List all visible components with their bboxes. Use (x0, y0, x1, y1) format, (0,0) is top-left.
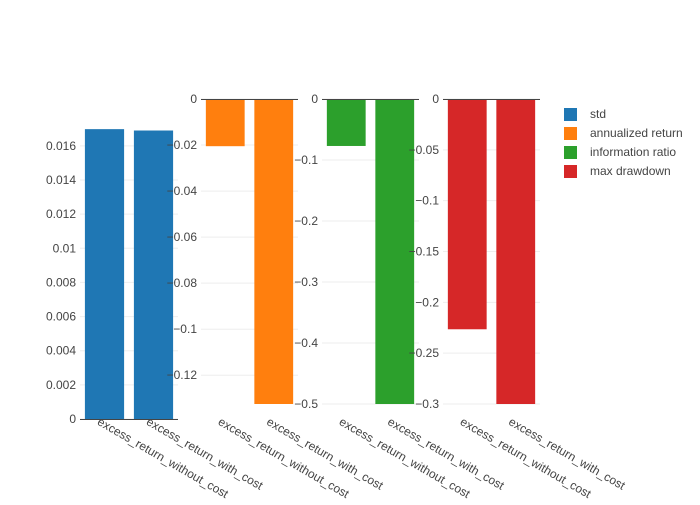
legend-swatch (564, 146, 577, 159)
y-tick-label: −0.12 (167, 368, 198, 382)
legend-swatch (564, 127, 577, 140)
bar-excess_return_with_cost[interactable] (375, 99, 415, 404)
y-tick-label: 0 (311, 92, 318, 106)
bar-excess_return_without_cost[interactable] (326, 99, 366, 146)
legend-label: information ratio (590, 145, 676, 159)
panel-2: 0−0.02−0.04−0.06−0.08−0.1−0.12excess_ret… (167, 92, 387, 501)
y-tick-label: 0 (190, 92, 197, 106)
panel-1: 0 0.002 0.004 0.006 0.008 0.01 0.012 0.014 0.016… (46, 129, 266, 501)
legend-swatch (564, 165, 577, 178)
y-tick-label: −0.06 (167, 230, 198, 244)
bar-excess_return_without_cost[interactable] (447, 99, 487, 330)
y-tick-label: 0.01 (53, 241, 77, 255)
y-tick-label: −0.2 (294, 214, 318, 228)
legend-item[interactable]: information ratio (564, 145, 676, 159)
legend-item[interactable]: std (564, 107, 606, 121)
y-tick-label: 0.012 (46, 207, 76, 221)
legend-label: max drawdown (590, 164, 671, 178)
y-tick-label: −0.1 (415, 194, 439, 208)
y-tick-label: −0.02 (167, 138, 198, 152)
y-tick-label: −0.4 (294, 336, 318, 350)
y-tick-label: −0.25 (409, 346, 440, 360)
y-tick-label: 0.006 (46, 310, 76, 324)
legend-item[interactable]: max drawdown (564, 164, 671, 178)
y-tick-label: −0.04 (167, 184, 198, 198)
y-tick-label: 0 (69, 412, 76, 426)
y-tick-label: −0.2 (415, 295, 439, 309)
legend-label: std (590, 107, 606, 121)
bar-excess_return_without_cost[interactable] (205, 99, 245, 147)
bar-excess_return_without_cost[interactable] (84, 129, 125, 419)
y-tick-label: −0.08 (167, 276, 198, 290)
y-tick-label: −0.05 (409, 143, 440, 157)
bar-excess_return_with_cost[interactable] (254, 99, 294, 404)
legend[interactable]: std annualized return information ratio max… (564, 107, 683, 178)
y-tick-label: −0.3 (294, 275, 318, 289)
legend-item[interactable]: annualized return (564, 126, 683, 140)
y-tick-label: −0.5 (294, 397, 318, 411)
bar-excess_return_with_cost[interactable] (496, 99, 536, 404)
y-tick-label: 0.016 (46, 139, 76, 153)
y-tick-label: −0.1 (173, 322, 197, 336)
legend-swatch (564, 108, 577, 121)
y-tick-label: 0.014 (46, 173, 76, 187)
y-tick-label: −0.3 (415, 397, 439, 411)
legend-label: annualized return (590, 126, 683, 140)
y-tick-label: −0.1 (294, 153, 318, 167)
y-tick-label: −0.15 (409, 245, 440, 259)
y-tick-label: 0.008 (46, 275, 76, 289)
y-tick-label: 0 (432, 92, 439, 106)
y-tick-label: 0.004 (46, 344, 76, 358)
y-tick-label: 0.002 (46, 378, 76, 392)
chart-panels: 0 0.002 0.004 0.006 0.008 0.01 0.012 0.014 0.016… (46, 92, 628, 501)
bar-excess_return_with_cost[interactable] (133, 130, 174, 419)
